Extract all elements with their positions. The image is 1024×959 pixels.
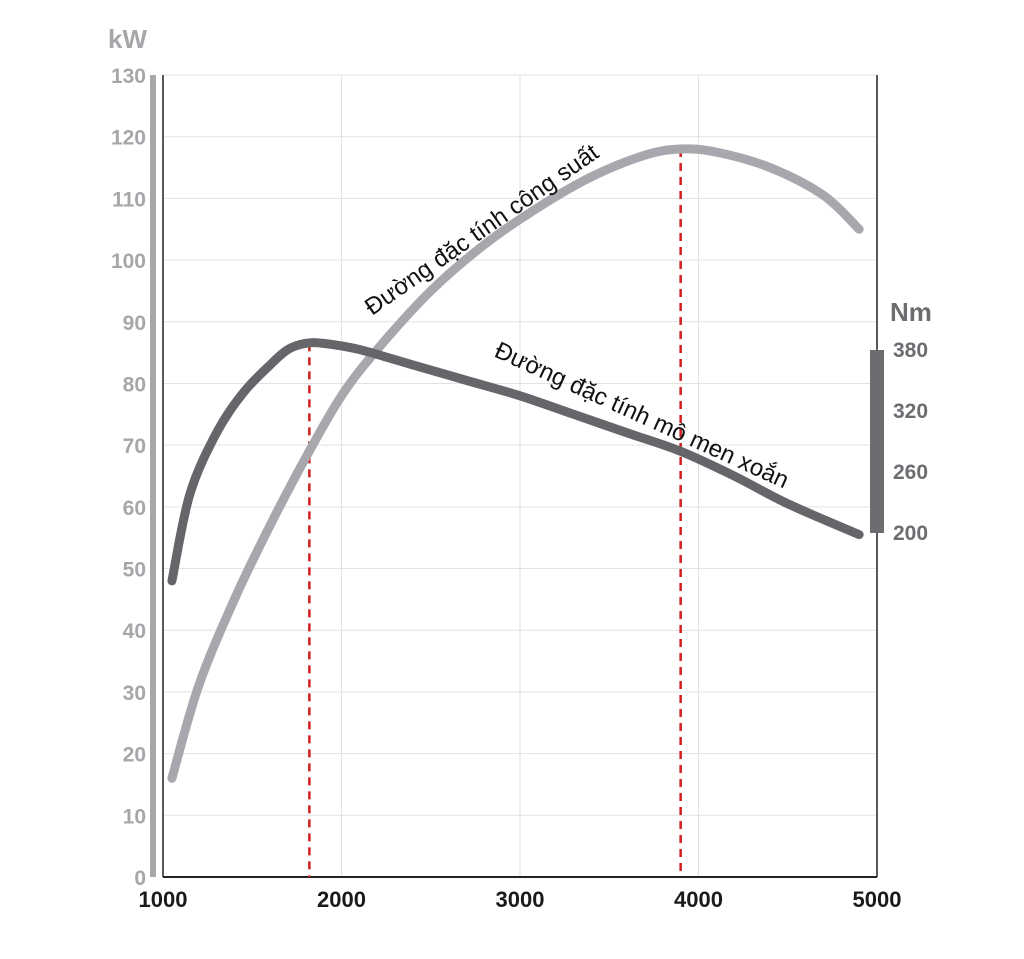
axes [150,75,884,878]
right-axis-bar [870,350,884,533]
x-tick-label: 3000 [496,887,545,912]
y-tick-label: 0 [134,867,146,890]
y-tick-label: 20 [123,744,146,767]
right-tick-label: 260 [893,461,928,484]
y-axis-unit-left: kW [108,24,147,54]
y-tick-label: 70 [123,435,146,458]
y-tick-label: 90 [123,312,146,335]
power-curve-label: Đường đặc tính công suất [360,139,604,321]
right-tick-label: 320 [893,400,928,423]
reference-lines [308,149,682,877]
series [167,144,864,783]
y-tick-label: 100 [111,250,146,273]
y-tick-label: 50 [123,559,146,582]
y-tick-label: 30 [123,682,146,705]
right-tick-label: 380 [893,339,928,362]
y-tick-label: 110 [112,188,146,211]
y-tick-label: 130 [111,65,146,88]
y-tick-label: 10 [123,805,146,828]
left-axis-bar [150,75,156,877]
power-curve [167,144,864,783]
y-tick-label: 40 [123,620,146,643]
x-tick-label: 1000 [139,887,188,912]
right-tick-label: 200 [893,522,928,545]
y-tick-label: 60 [123,497,146,520]
y-tick-label: 120 [111,127,146,150]
x-tick-label: 4000 [674,887,723,912]
torque-curve-label: Đường đặc tính mô men xoắn [491,337,793,494]
grid [163,74,877,877]
x-tick-label: 2000 [317,887,366,912]
y-tick-label: 80 [123,373,146,396]
x-tick-label: 5000 [853,887,902,912]
torque-curve [167,338,864,586]
y-axis-unit-right: Nm [890,297,932,327]
